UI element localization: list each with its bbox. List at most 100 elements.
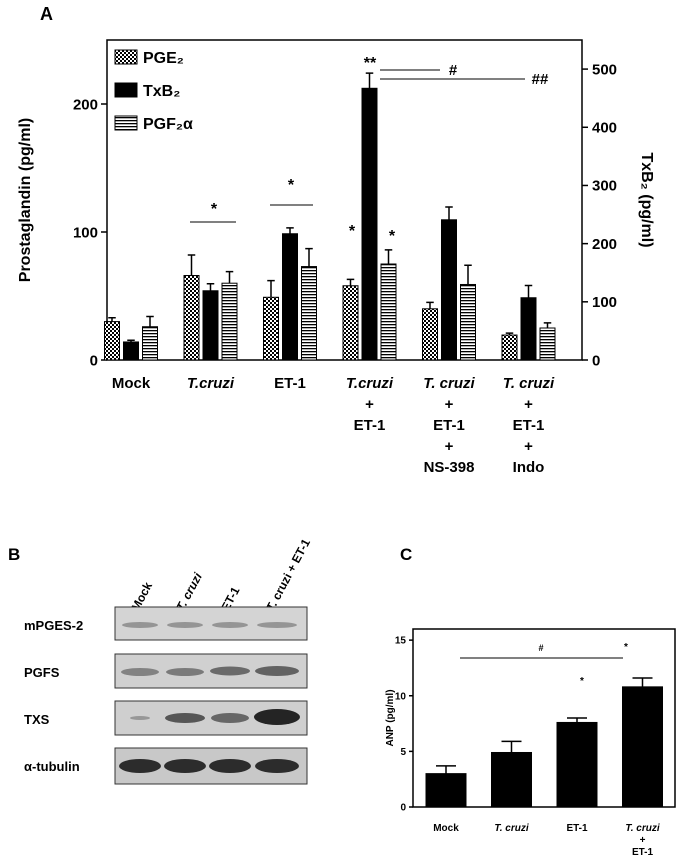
y-axis-label: ANP (pg/ml) [385, 689, 396, 746]
band [255, 759, 299, 773]
bar [361, 87, 378, 361]
error-bar [108, 317, 116, 322]
x-tick-label: T. cruzi [423, 375, 475, 392]
x-tick-label: + [445, 438, 454, 455]
error-bar [146, 315, 154, 327]
western-blot: Mock T. cruzi ET-1 T. cruzi + ET-1 mPGES… [24, 536, 313, 785]
error-bar [346, 278, 355, 286]
x-tick-label: ET-1 [513, 417, 545, 434]
band [210, 666, 250, 676]
annotation: ## [532, 71, 549, 88]
y2-tick-label: 200 [592, 236, 617, 253]
bar [491, 751, 532, 808]
y2-axis-label: TxB₂ (pg/ml) [638, 152, 655, 247]
row-label: α-tubulin [24, 759, 80, 774]
error-bar [365, 72, 374, 89]
legend-label: PGF₂α [143, 116, 193, 133]
panel-label: C [400, 545, 412, 564]
band [255, 666, 299, 676]
error-bar [436, 765, 456, 774]
x-tick-label: NS-398 [424, 459, 475, 476]
bar [556, 721, 598, 808]
y-tick-label: 0 [90, 352, 98, 369]
x-tick-label: ET-1 [632, 847, 654, 858]
bar [622, 686, 663, 808]
y2-tick-label: 500 [592, 61, 617, 78]
plot-frame [412, 628, 676, 808]
error-bar [632, 677, 653, 687]
error-bar [127, 339, 135, 342]
x-tick-label: Mock [112, 375, 151, 392]
x-tick-label: ET-1 [354, 417, 386, 434]
panel-label: A [40, 4, 53, 24]
error-bar [267, 279, 275, 298]
y2-tick-label: 300 [592, 178, 617, 195]
annotation: * [349, 223, 356, 240]
band [130, 716, 150, 720]
bar [380, 263, 397, 361]
bar [282, 233, 298, 361]
significance: # * * [460, 642, 628, 687]
bar [501, 334, 518, 361]
bar [422, 308, 438, 361]
lane-label: T. cruzi + ET-1 [263, 536, 313, 613]
bar [301, 266, 317, 361]
bar [425, 773, 467, 808]
x-tick-label: Indo [513, 459, 545, 476]
annotation: * [580, 676, 584, 687]
x-tick-label: Mock [433, 823, 459, 834]
bar [460, 283, 476, 361]
error-bar [501, 740, 522, 753]
legend-label: TxB₂ [143, 83, 180, 100]
annotation: * [288, 177, 295, 194]
error-bar [426, 301, 434, 309]
x-tick-label: + [365, 396, 374, 413]
y-tick-label: 15 [395, 636, 407, 647]
y-tick-label: 100 [73, 224, 98, 241]
band [212, 622, 248, 628]
x-tick-label: T. cruzi [503, 375, 555, 392]
error-bar [286, 227, 294, 234]
band [121, 668, 159, 676]
annotation: * [211, 201, 218, 218]
band [165, 713, 205, 723]
row-label: TXS [24, 712, 50, 727]
error-bar [384, 249, 393, 264]
error-bar [464, 264, 472, 285]
y-tick-label: 5 [400, 747, 406, 758]
band [122, 622, 158, 628]
bar [263, 296, 279, 361]
annotation: * [389, 228, 396, 245]
band [164, 759, 206, 773]
x-tick-label: + [445, 396, 454, 413]
annotation: # [449, 62, 458, 79]
x-tick-label: ET-1 [274, 375, 306, 392]
error-bar [225, 270, 234, 284]
error-bar [543, 322, 552, 328]
band [119, 759, 161, 773]
bar [441, 219, 457, 361]
band [166, 668, 204, 676]
error-bar [524, 284, 533, 298]
legend-swatch [114, 115, 138, 131]
annotation: ** [364, 55, 377, 72]
bar [520, 297, 537, 361]
bar [221, 282, 238, 361]
x-tick-label: ET-1 [566, 823, 588, 834]
band [257, 622, 297, 628]
error-bar [206, 283, 215, 291]
bar [142, 326, 158, 361]
legend-swatch [114, 82, 138, 98]
error-bar [505, 332, 514, 336]
x-tick-label: T.cruzi [346, 375, 394, 392]
y-tick-label: 200 [73, 96, 98, 113]
band [254, 709, 300, 725]
error-bar [445, 206, 453, 220]
x-tick-label: + [640, 835, 646, 846]
x-tick-label: + [524, 438, 533, 455]
x-tick-label: + [524, 396, 533, 413]
bar [202, 290, 219, 361]
x-tick-label: ET-1 [433, 417, 465, 434]
row-label: PGFS [24, 665, 60, 680]
